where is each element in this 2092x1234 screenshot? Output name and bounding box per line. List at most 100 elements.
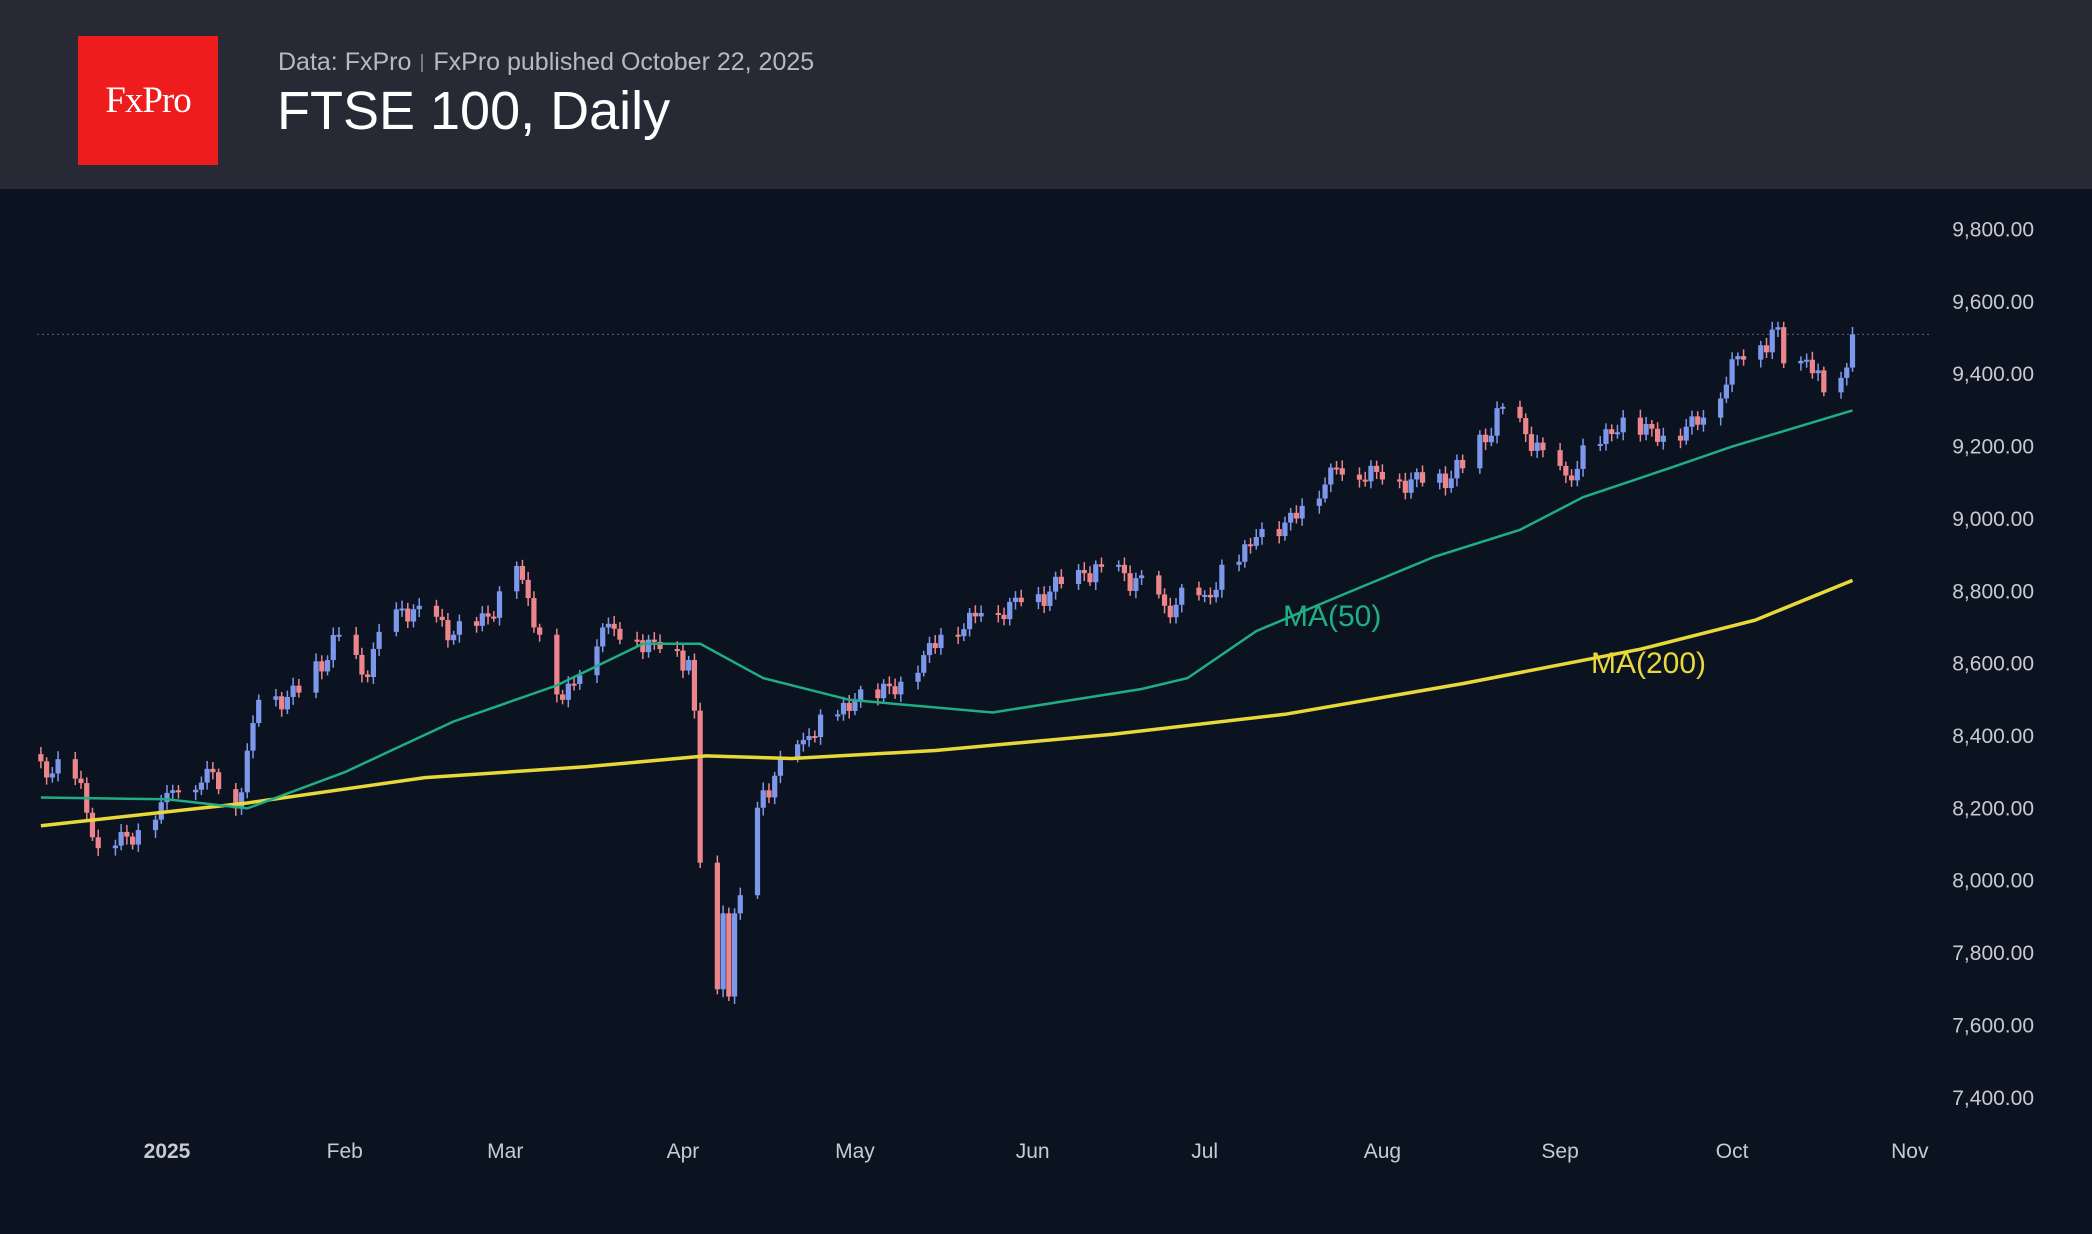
candle-body	[38, 754, 44, 762]
candle-body	[800, 739, 806, 745]
candle-body	[1408, 479, 1414, 493]
candle-body	[697, 710, 703, 863]
candle-body	[445, 620, 451, 641]
candle-body	[210, 768, 216, 773]
candle-body	[766, 790, 772, 798]
candle-body	[657, 641, 663, 650]
candle-body	[892, 686, 898, 695]
candle-body	[164, 792, 170, 803]
candle-body	[55, 759, 61, 774]
candle-body	[1259, 529, 1265, 538]
candle-body	[496, 591, 503, 618]
candle-body	[1202, 594, 1208, 597]
y-tick-label: 7,800.00	[1952, 942, 2034, 965]
fxpro-logo: FxPro	[78, 36, 218, 165]
separator	[421, 54, 424, 73]
y-tick-label: 8,800.00	[1952, 580, 2034, 603]
candle-body	[577, 675, 583, 684]
candle-body	[405, 608, 411, 622]
candle-body	[215, 772, 222, 790]
x-tick-label: Nov	[1891, 1140, 1929, 1163]
candle-body	[571, 683, 577, 686]
candle-body	[1173, 604, 1179, 618]
candle-body	[376, 631, 382, 649]
candle-body	[1454, 459, 1460, 479]
candle-body	[726, 913, 732, 997]
candle-body	[124, 831, 130, 837]
candle-body	[886, 683, 892, 687]
x-tick-label: Jul	[1191, 1140, 1218, 1163]
candle-body	[1609, 429, 1615, 435]
candle-body	[1758, 345, 1764, 360]
candle-body	[1769, 329, 1775, 353]
y-tick-label: 8,000.00	[1952, 870, 2034, 893]
candle-body	[754, 807, 761, 896]
candle-body	[1293, 512, 1300, 519]
candle-body	[1614, 432, 1621, 435]
candle-body	[640, 640, 646, 653]
candle-body	[1574, 468, 1580, 481]
x-tick-label: Oct	[1716, 1140, 1749, 1163]
candle-body	[1075, 570, 1082, 585]
y-tick-label: 9,600.00	[1952, 291, 2034, 314]
candle-body	[1356, 474, 1363, 480]
candle-body	[1167, 605, 1173, 618]
candle-body	[1133, 578, 1139, 591]
candle-body	[1322, 484, 1328, 499]
candle-body	[256, 699, 262, 724]
candle-body	[1316, 498, 1322, 506]
y-tick-label: 8,600.00	[1952, 653, 2034, 676]
candle-body	[1482, 434, 1489, 443]
candle-body	[1007, 601, 1013, 620]
logo-text: FxPro	[105, 80, 191, 121]
candle-body	[594, 646, 600, 676]
candle-body	[279, 696, 285, 710]
candle-body	[978, 613, 984, 617]
candle-body	[1179, 587, 1185, 605]
candle-body	[336, 634, 342, 637]
candle-body	[1723, 384, 1729, 399]
candle-body	[812, 736, 818, 739]
candle-body	[1161, 594, 1168, 606]
candle-body	[1098, 564, 1105, 567]
candle-body	[456, 621, 462, 635]
candle-body	[519, 565, 526, 580]
candle-body	[1523, 418, 1529, 435]
candle-body	[737, 895, 743, 914]
candle-body	[1047, 591, 1053, 606]
candle-body	[565, 683, 571, 700]
y-tick-label: 9,400.00	[1952, 363, 2034, 386]
candle-body	[1093, 564, 1099, 583]
candle-body	[1597, 443, 1603, 446]
candle-body	[1488, 435, 1494, 443]
candle-body	[817, 714, 824, 737]
candle-body	[1339, 468, 1345, 475]
candle-body	[1494, 408, 1500, 436]
candle-body	[634, 639, 640, 642]
candle-body	[1419, 472, 1426, 483]
candle-body	[1282, 522, 1288, 537]
candle-body	[1139, 575, 1145, 579]
candle-body	[1849, 334, 1856, 368]
candle-body	[1396, 479, 1403, 482]
candle-body	[972, 612, 978, 617]
candle-body	[1236, 561, 1242, 565]
candle-body	[772, 775, 778, 798]
candle-body	[714, 862, 720, 990]
candle-body	[995, 613, 1001, 616]
candle-body	[1689, 416, 1695, 427]
candle-body	[731, 913, 738, 997]
candle-body	[881, 683, 887, 699]
candle-body	[1053, 576, 1059, 592]
candle-body	[439, 616, 445, 621]
candle-body	[926, 643, 933, 656]
candle-body	[840, 702, 847, 715]
candle-body	[49, 773, 55, 778]
candle-body	[1517, 406, 1523, 419]
candlestick-chart: 9,800.00 9,600.00 9,400.00 9,200.00 9,000.00…	[37, 219, 2034, 1163]
candle-body	[1207, 594, 1214, 598]
candle-body	[967, 612, 973, 630]
candle-body	[330, 635, 336, 661]
candle-body	[1442, 473, 1449, 489]
candle-body	[1087, 573, 1093, 583]
